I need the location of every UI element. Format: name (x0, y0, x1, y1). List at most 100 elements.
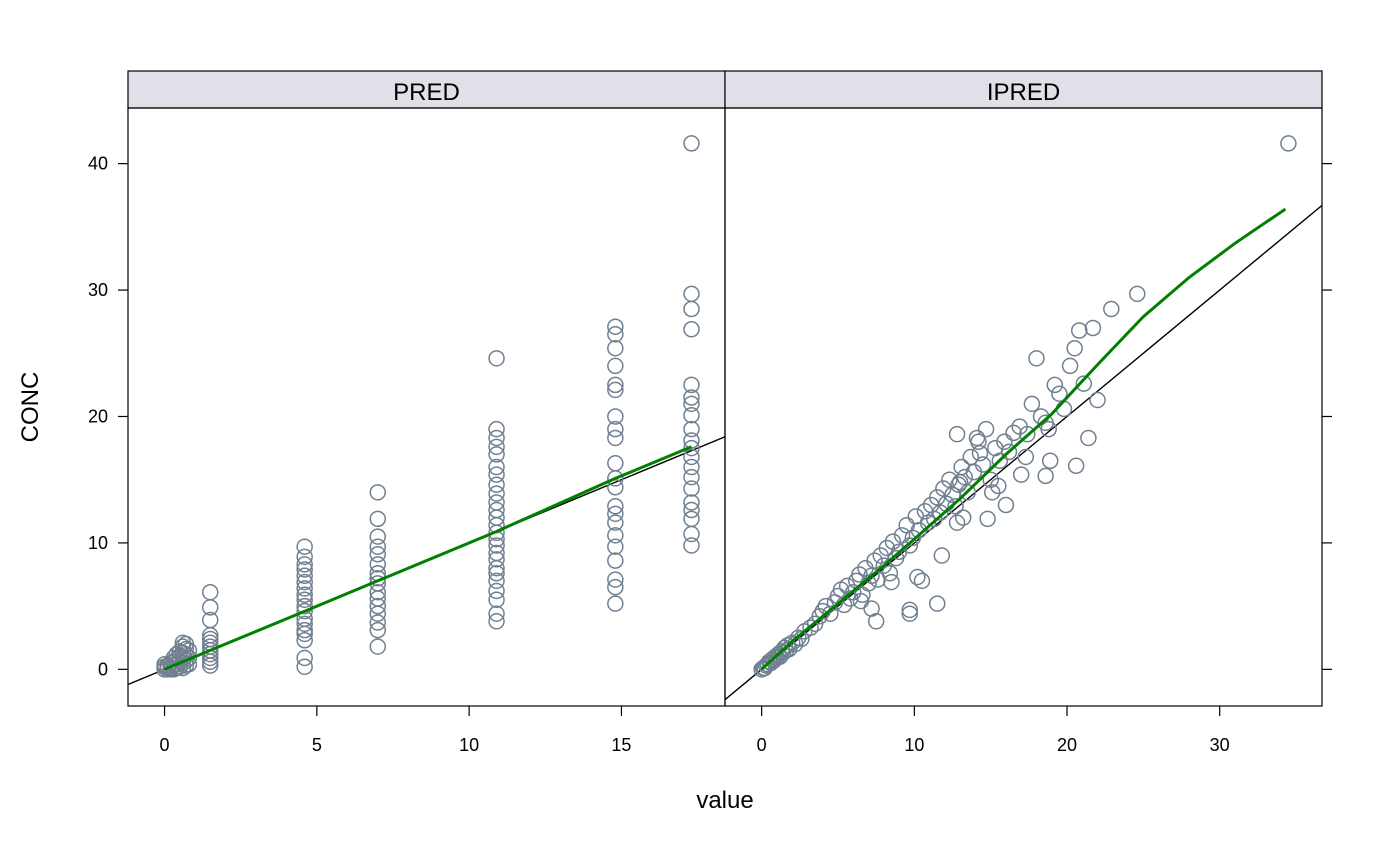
data-point (954, 509, 972, 526)
data-point (990, 477, 1007, 495)
data-point (1019, 425, 1036, 443)
data-point (607, 538, 624, 555)
data-point (369, 614, 387, 631)
data-point (369, 546, 387, 563)
data-point (948, 425, 966, 443)
data-point (979, 510, 996, 528)
data-point (822, 605, 839, 622)
data-point (1129, 285, 1146, 303)
data-point (1067, 457, 1085, 475)
data-point (488, 501, 505, 519)
data-point (996, 433, 1013, 451)
data-point (951, 473, 969, 491)
data-point (983, 484, 1001, 501)
data-point (913, 572, 931, 590)
data-point (607, 527, 624, 544)
y-tick-label: 10 (88, 533, 108, 553)
data-point (296, 556, 313, 573)
data-point (1012, 466, 1030, 483)
data-point (607, 357, 624, 375)
data-point (607, 505, 624, 523)
data-point (683, 439, 700, 457)
data-point (296, 621, 313, 639)
data-point (607, 326, 624, 343)
data-point (296, 586, 313, 603)
y-tick-label: 20 (88, 406, 108, 426)
data-point (296, 548, 313, 566)
data-point (201, 630, 219, 648)
x-tick-label: 0 (160, 735, 170, 755)
data-point (296, 597, 313, 615)
data-point (607, 376, 624, 394)
data-point (683, 389, 700, 406)
panel-ipred: IPRED 0 10 20 30 (724, 70, 1323, 755)
data-point (488, 438, 505, 456)
data-point (1023, 395, 1041, 413)
data-point (852, 592, 870, 610)
data-point (683, 458, 700, 476)
data-point (878, 539, 896, 557)
data-point (811, 607, 828, 625)
data-point (925, 510, 943, 528)
data-point (488, 613, 505, 630)
y-axis-title: CONC (17, 372, 44, 443)
data-point (683, 510, 700, 528)
x-tick-label: 30 (1210, 735, 1230, 755)
data-point (1084, 319, 1102, 337)
strip-label-ipred: IPRED (987, 79, 1060, 106)
data-point (956, 468, 973, 486)
data-point (884, 533, 902, 550)
data-point (488, 446, 505, 463)
x-tick-label: 15 (611, 735, 631, 755)
data-point (901, 601, 918, 619)
data-point (1070, 322, 1088, 339)
data-point (296, 567, 313, 585)
data-point (683, 320, 700, 338)
data-point (932, 504, 949, 521)
data-point (1040, 420, 1057, 438)
data-point (607, 429, 624, 447)
data-point (1066, 339, 1083, 357)
data-point (883, 573, 900, 591)
data-point (1055, 400, 1073, 418)
data-point (488, 605, 505, 622)
panel-plot-area (725, 135, 1322, 701)
data-point (369, 538, 387, 555)
data-point (607, 455, 624, 472)
y-tick-label: 30 (88, 280, 108, 300)
data-point (683, 135, 700, 152)
smooth-line (760, 207, 1287, 671)
data-point (683, 501, 700, 519)
data-point (683, 448, 700, 466)
data-point (488, 485, 505, 502)
data-point (683, 480, 700, 497)
data-point (296, 649, 313, 667)
data-point (683, 406, 700, 424)
data-point (607, 381, 624, 399)
data-point (488, 591, 505, 609)
x-tick-label: 10 (904, 735, 924, 755)
data-point (971, 444, 989, 462)
data-point (683, 285, 700, 303)
data-point (488, 466, 505, 483)
data-point (1061, 357, 1079, 375)
y-tick-label: 40 (88, 154, 108, 174)
data-point (866, 552, 883, 569)
smooth-line (164, 445, 693, 671)
data-point (296, 591, 313, 609)
data-point (683, 468, 700, 486)
data-point (296, 658, 313, 676)
data-point (935, 480, 952, 497)
data-point (1000, 443, 1018, 461)
data-point (1005, 424, 1022, 442)
data-point (1089, 391, 1106, 409)
data-point (296, 538, 313, 555)
data-point (180, 649, 198, 667)
data-point (177, 647, 195, 664)
data-point (177, 652, 195, 669)
data-point (962, 448, 980, 466)
data-point (488, 537, 505, 554)
data-point (851, 566, 868, 583)
data-point (607, 408, 624, 425)
data-point (369, 528, 387, 545)
